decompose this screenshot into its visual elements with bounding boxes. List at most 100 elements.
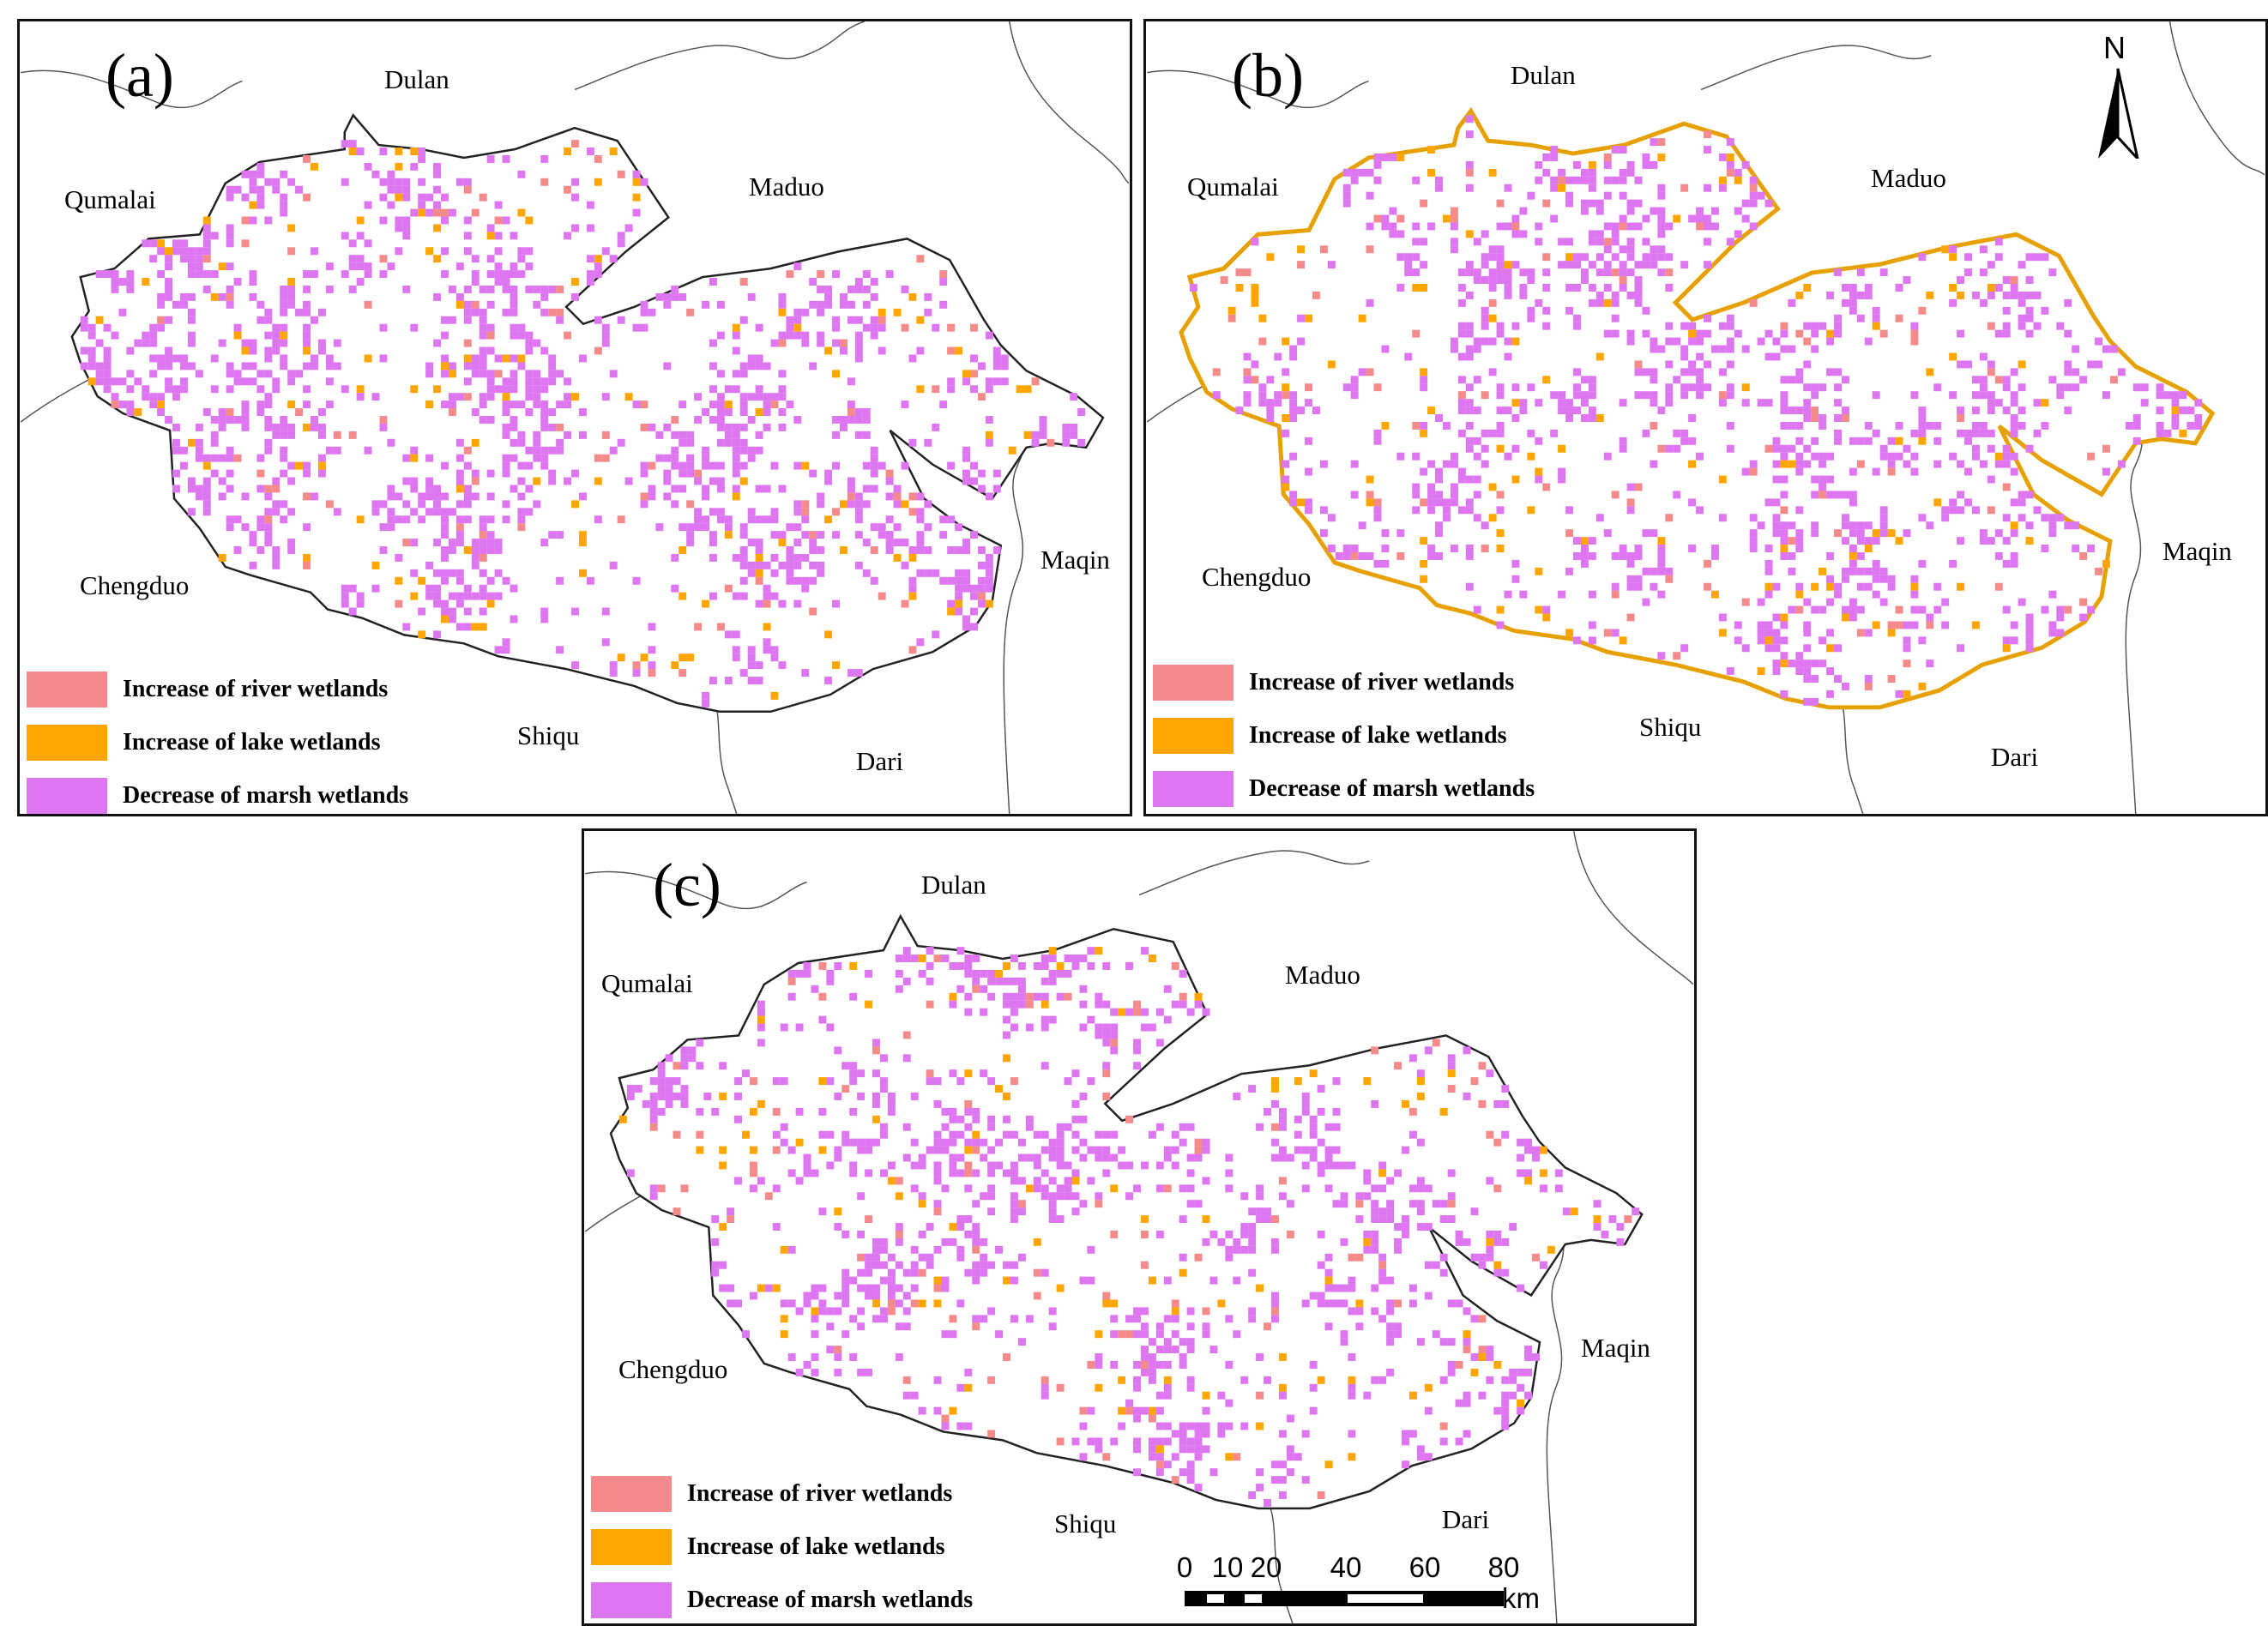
wetland-pixel [709, 553, 717, 562]
wetland-pixel [1964, 429, 1972, 437]
wetland-pixel [1642, 261, 1650, 269]
wetland-pixel [241, 239, 250, 248]
wetland-pixel [1795, 329, 1804, 338]
wetland-pixel [1194, 1200, 1203, 1208]
wetland-pixel [441, 615, 449, 623]
wetland-pixel [1202, 1445, 1210, 1454]
wetland-pixel [218, 423, 226, 431]
wetland-pixel [486, 331, 495, 340]
wetland-pixel [1402, 1223, 1409, 1231]
wetland-pixel [2048, 621, 2057, 629]
wetland-pixel [1486, 1245, 1494, 1254]
wetland-pixel [441, 553, 449, 562]
wetland-pixel [264, 316, 273, 324]
wetland-pixel [425, 400, 434, 409]
wetland-pixel [665, 1077, 673, 1086]
wetland-pixel [972, 1261, 980, 1269]
wetland-pixel [1749, 529, 1758, 538]
wetland-pixel [1465, 437, 1474, 445]
wetland-pixel [1023, 385, 1032, 394]
wetland-pixel [1427, 460, 1436, 468]
wetland-pixel [1424, 1223, 1433, 1231]
wetland-pixel [1256, 1184, 1264, 1193]
wetland-pixel [1795, 529, 1804, 538]
wetland-pixel [2025, 613, 2034, 622]
wetland-pixel [933, 1177, 942, 1185]
wetland-pixel [732, 423, 740, 431]
wetland-pixel [763, 393, 771, 401]
marsh-swatch [1153, 771, 1234, 807]
wetland-pixel [1941, 621, 1950, 629]
place-label-chengduo: Chengduo [618, 1354, 728, 1384]
wetland-pixel [1764, 329, 1773, 338]
wetland-pixel [479, 553, 487, 562]
wetland-pixel [1757, 191, 1765, 200]
wetland-pixel [571, 193, 579, 202]
wetland-pixel [1366, 475, 1374, 484]
wetland-pixel [1603, 238, 1612, 246]
wetland-pixel [1202, 1322, 1210, 1331]
wetland-pixel [847, 377, 855, 386]
wetland-pixel [694, 523, 703, 532]
wetland-pixel [834, 1046, 842, 1055]
wetland-pixel [1435, 491, 1443, 499]
wetland-pixel [425, 492, 434, 501]
wetland-pixel [1841, 376, 1849, 384]
wetland-pixel [1834, 368, 1842, 376]
wetland-pixel [280, 354, 288, 363]
wetland-pixel [1595, 230, 1604, 238]
wetland-pixel [1879, 514, 1888, 522]
wetland-pixel [1071, 1115, 1080, 1123]
panel-letter-c: (c) [653, 851, 721, 919]
wetland-pixel [1140, 947, 1149, 955]
wetland-pixel [1841, 567, 1849, 575]
wetland-pixel [1603, 245, 1612, 254]
wetland-pixel [1394, 1062, 1402, 1070]
wetland-pixel [910, 1184, 919, 1193]
wetland-pixel [818, 1307, 827, 1316]
wetland-pixel [1918, 429, 1927, 437]
wetland-pixel [787, 1299, 796, 1308]
wetland-pixel [433, 630, 442, 639]
wetland-pixel [964, 1383, 973, 1392]
wetland-pixel [1688, 545, 1697, 552]
wetland-pixel [739, 531, 748, 539]
wetland-pixel [1305, 498, 1312, 507]
wetland-pixel [1064, 969, 1072, 978]
wetland-pixel [1071, 1169, 1080, 1177]
wetland-pixel [1319, 245, 1328, 254]
wetland-pixel [1010, 1161, 1018, 1170]
wetland-pixel [2156, 391, 2164, 400]
wetland-pixel [1402, 1430, 1409, 1438]
wetland-pixel [1064, 992, 1072, 1001]
wetland-pixel [1718, 345, 1727, 353]
wetland-pixel [1634, 298, 1643, 307]
wetland-pixel [1573, 368, 1581, 376]
wetland-pixel [1493, 1238, 1502, 1246]
wetland-pixel [793, 308, 802, 316]
wetland-pixel [1696, 329, 1704, 338]
wetland-pixel [1535, 475, 1543, 484]
wetland-pixel [1473, 514, 1481, 522]
wetland-pixel [709, 339, 717, 347]
wetland-pixel [980, 1261, 988, 1269]
wetland-pixel [1033, 1292, 1041, 1300]
wetland-pixel [1118, 1008, 1126, 1016]
wetland-pixel [233, 546, 242, 554]
wetland-pixel [287, 431, 296, 439]
wetland-pixel [1710, 590, 1719, 599]
wetland-pixel [486, 393, 495, 401]
wetland-pixel [2041, 306, 2049, 315]
wetland-pixel [2033, 253, 2042, 262]
wetland-pixel [1481, 253, 1489, 262]
wetland-pixel [1903, 659, 1911, 668]
wetland-pixel [264, 515, 273, 524]
wetland-pixel [1319, 529, 1328, 538]
wetland-pixel [1688, 414, 1697, 422]
wetland-pixel [755, 354, 763, 363]
wetland-pixel [755, 431, 763, 439]
wetland-pixel [1240, 1192, 1249, 1201]
wetland-pixel [1140, 1261, 1149, 1269]
wetland-pixel [1278, 1353, 1287, 1361]
wetland-pixel [486, 300, 495, 309]
